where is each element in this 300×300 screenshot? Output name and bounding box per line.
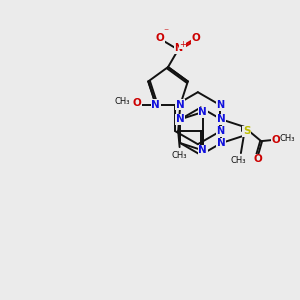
Text: CH₃: CH₃ [172,151,188,160]
Text: O: O [156,33,165,43]
Text: CH₃: CH₃ [230,156,246,165]
Text: S: S [243,126,250,136]
Text: +: + [179,40,186,49]
Text: CH₃: CH₃ [280,134,296,143]
Text: ⁻: ⁻ [164,27,169,37]
Text: N: N [198,107,207,117]
Text: N: N [176,100,185,110]
Text: N: N [176,114,184,124]
Text: N: N [216,100,224,110]
Text: O: O [271,135,280,145]
Text: O: O [133,98,141,108]
Text: N: N [174,43,182,53]
Text: O: O [191,33,200,43]
Text: N: N [152,100,160,110]
Text: CH₃: CH₃ [115,97,130,106]
Text: N: N [216,126,224,136]
Text: N: N [198,146,207,155]
Text: O: O [254,154,262,164]
Text: N: N [217,114,226,124]
Text: N: N [217,138,226,148]
